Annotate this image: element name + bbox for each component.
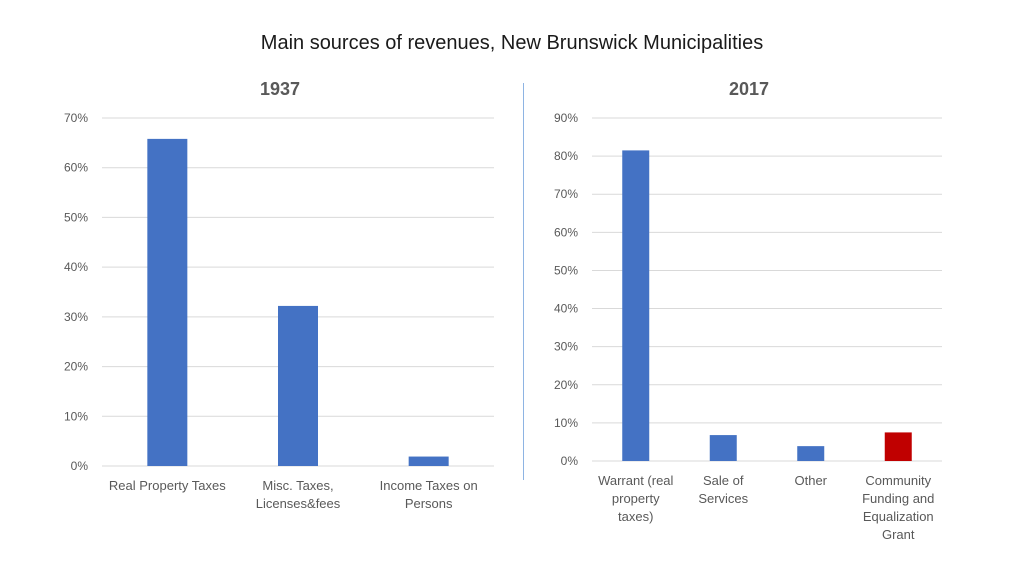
bar: [408, 456, 449, 466]
x-tick-label: Income Taxes on Persons: [380, 478, 478, 511]
y-tick-label: 20%: [64, 360, 88, 374]
panel-title: 1937: [260, 79, 300, 99]
panel-2017: 2017 0% 10% 20% 30% 40% 50% 60% 70% 80% 90% Warrant…: [554, 79, 942, 542]
x-tick-label: Real Property Taxes: [109, 478, 226, 493]
panel-divider: [523, 83, 524, 480]
y-tick-label: 0%: [561, 454, 579, 468]
y-tick-label: 0%: [71, 459, 89, 473]
y-tick-label: 20%: [554, 378, 578, 392]
x-tick-label: Community Funding and Equalization Grant: [862, 473, 934, 542]
y-tick-label: 40%: [554, 302, 578, 316]
chart-title: Main sources of revenues, New Brunswick …: [260, 32, 764, 54]
y-tick-label: 70%: [64, 111, 88, 125]
bar: [797, 446, 825, 461]
y-tick-label: 40%: [64, 260, 88, 274]
x-tick-label: Sale of Services: [698, 473, 748, 506]
panel-title: 2017: [729, 79, 769, 99]
y-tick-label: 30%: [554, 340, 578, 354]
bar: [622, 150, 650, 461]
x-tick-label: Misc. Taxes, Licenses&fees: [256, 478, 341, 511]
y-tick-label: 60%: [554, 225, 578, 239]
bar: [884, 432, 912, 461]
bar: [278, 305, 318, 466]
bar: [709, 435, 737, 461]
y-tick-label: 30%: [64, 310, 88, 324]
y-tick-label: 10%: [554, 416, 578, 430]
y-tick-label: 90%: [554, 111, 578, 125]
y-tick-label: 50%: [64, 210, 88, 224]
y-tick-label: 60%: [64, 161, 88, 175]
x-tick-label: Other: [794, 473, 827, 488]
y-tick-label: 10%: [64, 409, 88, 423]
panel-1937: 1937 0% 10% 20% 30% 40% 50% 60% 70% Real Property…: [64, 79, 494, 511]
y-tick-label: 80%: [554, 149, 578, 163]
bar: [147, 138, 188, 466]
y-tick-label: 50%: [554, 263, 578, 277]
y-tick-label: 70%: [554, 187, 578, 201]
x-tick-label: Warrant (real property taxes): [598, 473, 673, 524]
